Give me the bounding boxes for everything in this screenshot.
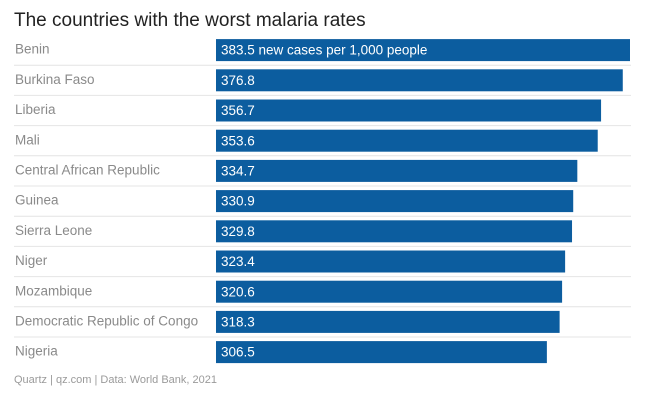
category-label: Burkina Faso [15,72,95,87]
value-label: 334.7 [221,163,255,178]
bar [216,159,578,182]
value-label: 329.8 [221,224,255,239]
bar [216,250,566,273]
bar [216,129,598,152]
category-label: Mali [15,132,40,147]
bar [216,310,560,333]
value-label: 353.6 [221,133,255,148]
category-label: Sierra Leone [15,223,92,238]
value-label: 323.4 [221,254,255,269]
bar [216,220,573,243]
value-label: 330.9 [221,194,255,209]
category-label: Guinea [15,193,59,208]
category-label: Benin [15,42,50,57]
category-label: Nigeria [15,344,58,359]
bar [216,190,574,213]
value-label: 306.5 [221,345,255,360]
category-label: Democratic Republic of Congo [15,313,198,328]
category-label: Niger [15,253,48,268]
bar [216,280,563,303]
category-label: Mozambique [15,283,92,298]
chart-title: The countries with the worst malaria rat… [14,10,366,31]
value-label: 356.7 [221,103,255,118]
bar [216,99,602,122]
value-label: 318.3 [221,314,255,329]
value-label: 383.5 new cases per 1,000 people [221,43,427,58]
value-label: 320.6 [221,284,255,299]
chart-source: Quartz | qz.com | Data: World Bank, 2021 [14,374,217,386]
category-label: Central African Republic [15,162,160,177]
bar [216,69,623,92]
bar [216,341,547,364]
category-label: Liberia [15,102,56,117]
bar [216,39,630,62]
value-label: 376.8 [221,73,255,88]
